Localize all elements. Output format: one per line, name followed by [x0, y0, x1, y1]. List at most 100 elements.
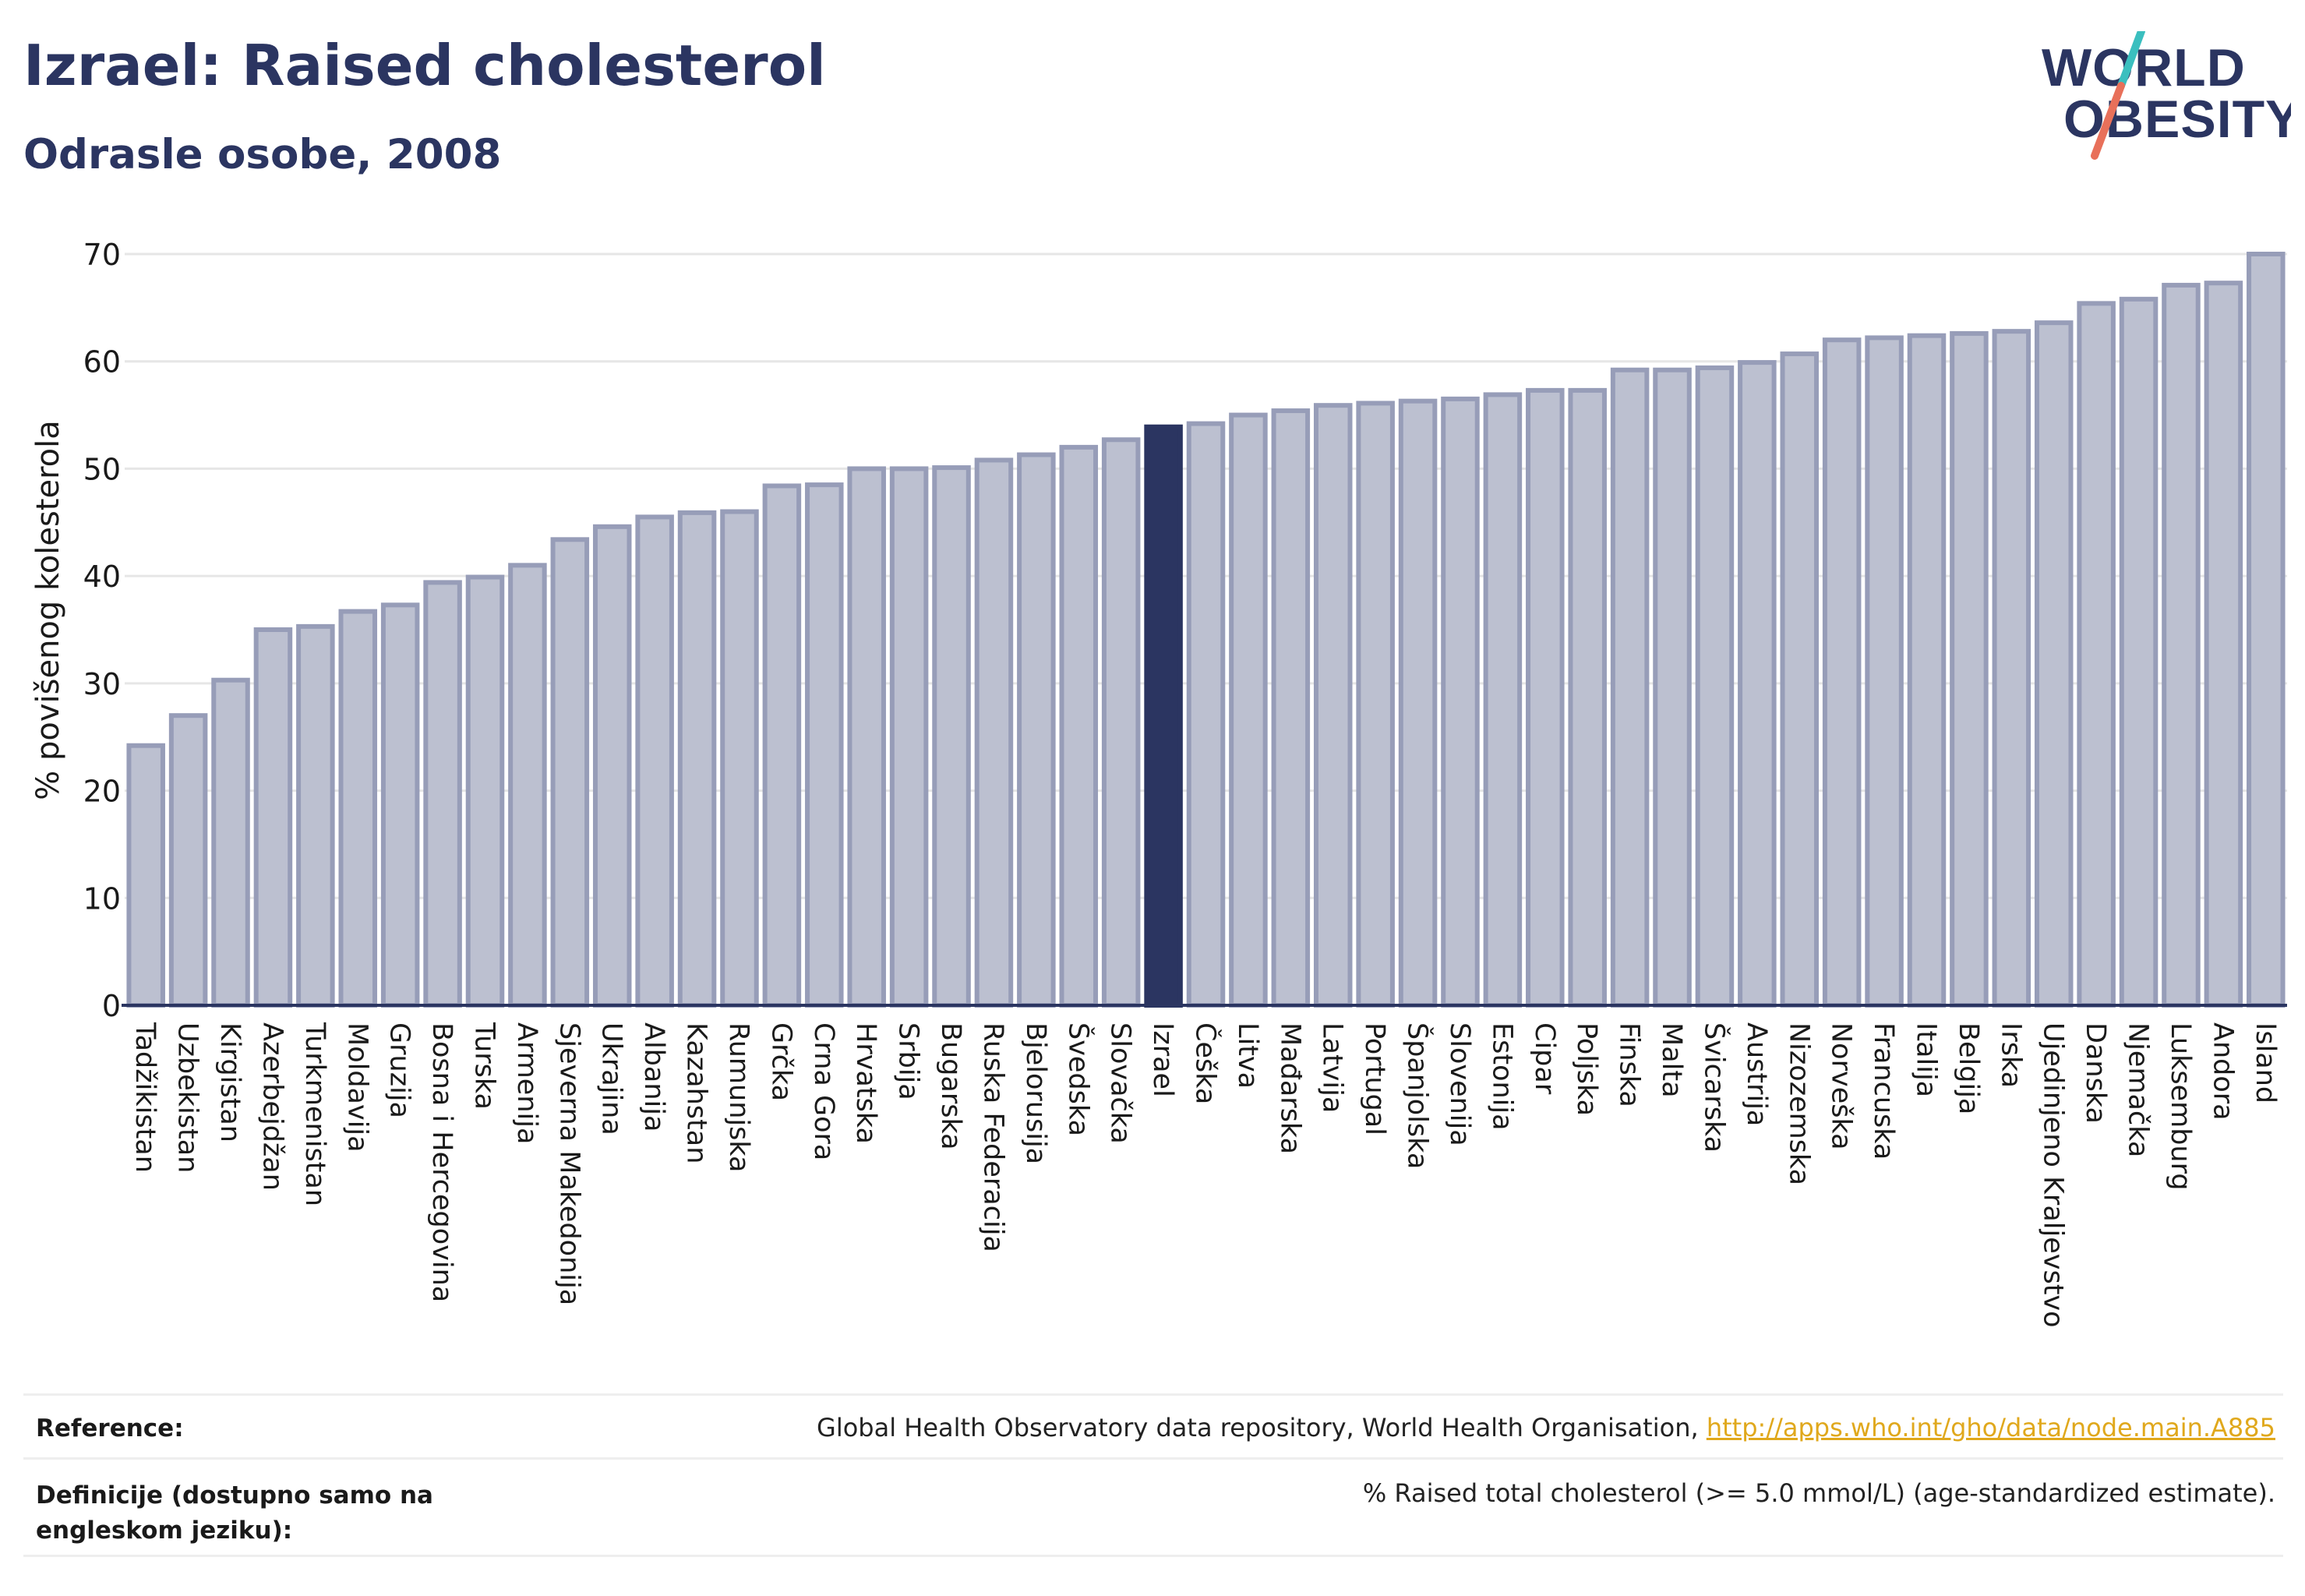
- bar: [1059, 444, 1099, 1008]
- y-tick-label: 0: [102, 989, 121, 1023]
- x-tick-label: Izrael: [1147, 1022, 1178, 1097]
- bar: [168, 713, 208, 1008]
- bar: [677, 510, 717, 1008]
- bar: [2034, 320, 2074, 1008]
- bar: [1950, 330, 1989, 1008]
- x-tick-label: Italija: [1911, 1022, 1942, 1097]
- bar: [1356, 401, 1395, 1008]
- x-tick-label: Hrvatska: [850, 1022, 881, 1144]
- bar: [1483, 392, 1523, 1008]
- bar: [1229, 412, 1268, 1008]
- bar: [211, 677, 250, 1008]
- logo-text-world: WORLD: [2042, 38, 2246, 97]
- x-tick-label: Mađarska: [1274, 1022, 1305, 1154]
- x-tick-label: Ruska Federacija: [977, 1022, 1008, 1252]
- y-tick-label: 60: [83, 345, 121, 380]
- x-tick-label: Kazahstan: [681, 1022, 712, 1163]
- footer-divider-top: [23, 1393, 2283, 1396]
- bar: [2204, 281, 2243, 1008]
- x-tick-label: Slovenija: [1444, 1022, 1475, 1146]
- bar-highlighted: [1144, 424, 1183, 1008]
- bar: [1186, 421, 1226, 1008]
- x-tick-label: Švedska: [1062, 1022, 1095, 1136]
- bar: [126, 743, 165, 1008]
- bar: [1568, 387, 1607, 1008]
- x-tick-label: Švicarska: [1698, 1022, 1731, 1153]
- x-tick-label: Danska: [2080, 1022, 2111, 1124]
- bar: [1738, 360, 1777, 1008]
- definition-label: Definicije (dostupno samo na engleskom j…: [36, 1481, 433, 1545]
- bar: [1865, 335, 1904, 1008]
- x-tick-label: Njemačka: [2123, 1022, 2154, 1157]
- bar: [1526, 387, 1565, 1008]
- logo-slash-coral: [2091, 82, 2125, 160]
- x-tick-label: Latvija: [1317, 1022, 1348, 1113]
- bar: [2077, 301, 2116, 1008]
- footer-divider-middle: [23, 1457, 2283, 1460]
- x-tick-label: Malta: [1656, 1022, 1687, 1098]
- bars: [126, 252, 2286, 1008]
- definition-value: % Raised total cholesterol (>= 5.0 mmol/…: [1362, 1478, 2275, 1508]
- reference-text: Global Health Observatory data repositor…: [817, 1413, 1707, 1442]
- y-tick-label: 70: [83, 238, 121, 272]
- bar: [635, 514, 674, 1008]
- bar: [1780, 351, 1820, 1008]
- x-tick-label: Uzbekistan: [172, 1022, 203, 1173]
- y-tick-label: 40: [83, 560, 121, 594]
- y-tick-label: 10: [83, 881, 121, 916]
- bar: [1907, 333, 1947, 1008]
- bar: [762, 483, 802, 1008]
- x-tick-label: Andora: [2207, 1022, 2238, 1121]
- x-tick-label: Ujedinjeno Kraljevstvo: [2038, 1022, 2069, 1328]
- bar: [1017, 452, 1056, 1008]
- x-tick-label: Belgija: [1953, 1022, 1984, 1114]
- x-tick-label: Tadžikistan: [129, 1022, 161, 1173]
- x-tick-label: Ukrajina: [596, 1022, 627, 1135]
- bar: [2119, 296, 2159, 1008]
- x-tick-label: Sjeverna Makedonija: [553, 1022, 584, 1305]
- bar: [974, 457, 1014, 1008]
- x-tick-label: Luksemburg: [2165, 1022, 2196, 1191]
- x-tick-labels: Tadžikistan Uzbekistan Kirgistan Azerbejdža…: [129, 1022, 2281, 1328]
- bar: [2162, 282, 2201, 1008]
- x-tick-label: Nizozemska: [1783, 1022, 1814, 1185]
- x-tick-label: Norveška: [1826, 1022, 1857, 1150]
- x-tick-label: Portugal: [1359, 1022, 1390, 1135]
- page-title: Izrael: Raised cholesterol: [23, 33, 826, 98]
- x-tick-label: Moldavija: [341, 1022, 372, 1153]
- x-tick-label: Grčka: [765, 1022, 796, 1101]
- bar: [550, 537, 590, 1008]
- x-tick-label: Češka: [1190, 1022, 1223, 1104]
- y-tick-labels: 0 10 20 30 40 50 60 70: [83, 238, 121, 1023]
- x-tick-label: Španjolska: [1402, 1022, 1435, 1169]
- bar: [465, 574, 505, 1008]
- x-tick-label: Finska: [1614, 1022, 1645, 1107]
- x-tick-label: Albanija: [638, 1022, 669, 1132]
- y-tick-label: 30: [83, 667, 121, 701]
- x-tick-label: Estonija: [1486, 1022, 1517, 1131]
- bar: [1313, 403, 1353, 1008]
- bar: [1992, 329, 2031, 1008]
- reference-link[interactable]: http://apps.who.int/gho/data/node.main.A…: [1706, 1413, 2275, 1442]
- x-tick-label: Litva: [1232, 1022, 1263, 1089]
- bar: [2247, 252, 2286, 1008]
- bar: [1695, 365, 1735, 1008]
- x-tick-label: Kirgistan: [214, 1022, 245, 1142]
- x-tick-label: Gruzija: [384, 1022, 415, 1118]
- bar: [1610, 367, 1650, 1008]
- x-tick-label: Bjelorusija: [1020, 1022, 1051, 1164]
- bar: [296, 623, 335, 1008]
- world-obesity-logo: WORLD OBESITY: [2042, 31, 2291, 160]
- bar: [380, 602, 420, 1008]
- bar: [847, 466, 886, 1008]
- bar: [720, 509, 759, 1008]
- x-tick-label: Bosna i Hercegovina: [426, 1022, 457, 1302]
- x-tick-label: Cipar: [1529, 1022, 1560, 1095]
- x-tick-label: Bugarska: [935, 1022, 966, 1150]
- y-tick-label: 50: [83, 452, 121, 486]
- y-axis-label: % povišenog kolesterola: [30, 420, 66, 800]
- x-tick-label: Austrija: [1741, 1022, 1772, 1126]
- bar: [805, 482, 844, 1008]
- x-tick-label: Francuska: [1868, 1022, 1899, 1160]
- bar: [592, 524, 632, 1008]
